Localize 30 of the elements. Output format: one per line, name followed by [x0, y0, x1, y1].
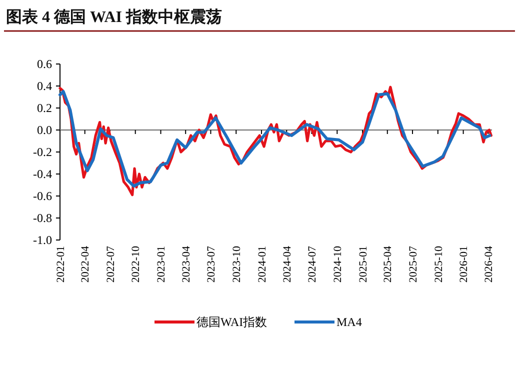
legend-label: MA4	[336, 315, 362, 330]
x-tick-label: 2024-10	[332, 246, 344, 283]
x-tick-label: 2023-04	[180, 246, 192, 283]
chart-title: 图表 4 德国 WAI 指数中枢震荡	[6, 8, 222, 26]
x-tick-label: 2025-10	[432, 246, 445, 283]
x-tick-label: 2023-07	[206, 246, 218, 283]
x-tick-label: 2024-04	[281, 246, 294, 283]
x-tick-label: 2022-01	[54, 246, 67, 283]
y-tick-label: -1.0	[33, 233, 52, 248]
y-tick-label: -0.6	[33, 189, 52, 204]
x-tick-label: 2023-10	[230, 246, 243, 283]
x-tick-label: 2026-04	[482, 246, 495, 283]
x-tick-label: 2024-07	[306, 246, 319, 283]
y-tick-label: -0.2	[33, 145, 52, 160]
x-tick-label: 2025-07	[407, 246, 420, 283]
y-tick-label: 0.0	[37, 123, 52, 138]
y-tick-label: -0.8	[33, 211, 52, 226]
legend-label: 德国WAI指数	[196, 315, 268, 330]
x-tick-label: 2025-04	[382, 246, 394, 283]
x-tick-label: 2022-07	[104, 246, 117, 283]
y-tick-label: 0.2	[37, 101, 52, 116]
y-tick-label: 0.6	[37, 57, 52, 72]
x-tick-label: 2024-01	[256, 246, 268, 283]
y-tick-label: 0.4	[37, 79, 52, 94]
x-tick-label: 2023-01	[156, 246, 168, 283]
y-tick-label: -0.4	[33, 167, 52, 182]
x-tick-label: 2026-01	[458, 246, 470, 283]
x-tick-label: 2025-01	[357, 246, 370, 283]
x-tick-label: 2022-04	[80, 246, 92, 283]
x-tick-label: 2022-10	[130, 246, 142, 283]
